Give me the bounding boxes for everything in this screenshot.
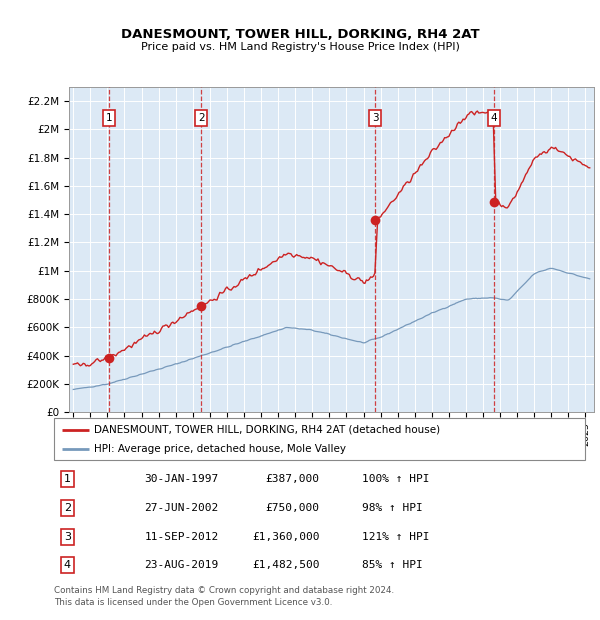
Text: 27-JUN-2002: 27-JUN-2002: [144, 503, 218, 513]
Text: £1,360,000: £1,360,000: [252, 532, 320, 542]
Text: 2: 2: [198, 113, 205, 123]
Text: This data is licensed under the Open Government Licence v3.0.: This data is licensed under the Open Gov…: [54, 598, 332, 607]
Text: 121% ↑ HPI: 121% ↑ HPI: [362, 532, 430, 542]
FancyBboxPatch shape: [54, 418, 585, 460]
Text: £387,000: £387,000: [265, 474, 320, 484]
Text: Price paid vs. HM Land Registry's House Price Index (HPI): Price paid vs. HM Land Registry's House …: [140, 42, 460, 52]
Text: DANESMOUNT, TOWER HILL, DORKING, RH4 2AT: DANESMOUNT, TOWER HILL, DORKING, RH4 2AT: [121, 28, 479, 41]
Text: £1,482,500: £1,482,500: [252, 560, 320, 570]
Text: 23-AUG-2019: 23-AUG-2019: [144, 560, 218, 570]
Text: 4: 4: [491, 113, 497, 123]
Text: 11-SEP-2012: 11-SEP-2012: [144, 532, 218, 542]
Text: 1: 1: [106, 113, 112, 123]
Text: HPI: Average price, detached house, Mole Valley: HPI: Average price, detached house, Mole…: [94, 445, 346, 454]
Text: Contains HM Land Registry data © Crown copyright and database right 2024.: Contains HM Land Registry data © Crown c…: [54, 586, 394, 595]
Text: 100% ↑ HPI: 100% ↑ HPI: [362, 474, 430, 484]
Text: 85% ↑ HPI: 85% ↑ HPI: [362, 560, 423, 570]
Text: 1: 1: [64, 474, 71, 484]
Text: 98% ↑ HPI: 98% ↑ HPI: [362, 503, 423, 513]
Text: £750,000: £750,000: [265, 503, 320, 513]
Text: 30-JAN-1997: 30-JAN-1997: [144, 474, 218, 484]
Text: 2: 2: [64, 503, 71, 513]
Text: 3: 3: [372, 113, 379, 123]
Text: DANESMOUNT, TOWER HILL, DORKING, RH4 2AT (detached house): DANESMOUNT, TOWER HILL, DORKING, RH4 2AT…: [94, 425, 440, 435]
Text: 4: 4: [64, 560, 71, 570]
Text: 3: 3: [64, 532, 71, 542]
